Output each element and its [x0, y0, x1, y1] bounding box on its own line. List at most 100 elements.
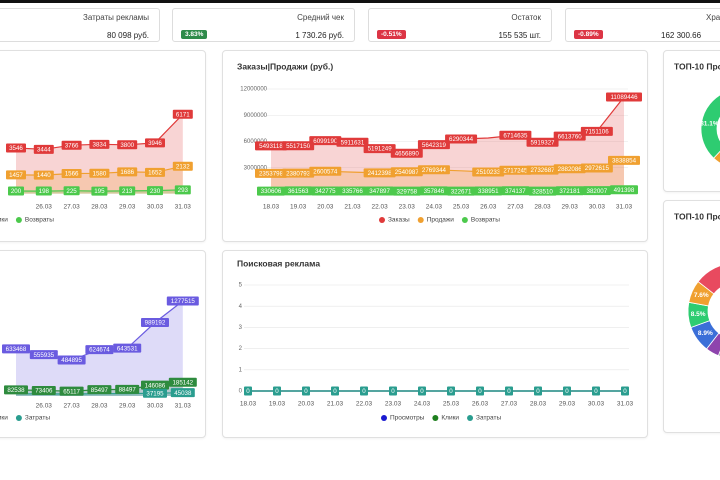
data-label-box: [284, 186, 313, 196]
data-label: 0: [391, 388, 395, 395]
data-label-box: [33, 144, 54, 154]
data-label: 37195: [146, 390, 164, 397]
chart: 26.03 27.03 28.03 29.03 30.03 31.03 3546 3444 37…: [0, 109, 193, 224]
data-label-box: [472, 167, 505, 177]
data-label-box: [61, 140, 82, 150]
data-label-box: [392, 186, 421, 196]
data-label: 1652: [148, 170, 162, 177]
data-label: 82538: [7, 387, 25, 394]
area: [271, 160, 624, 194]
data-label-box: [141, 380, 169, 390]
chart-title: Поисковая реклама: [237, 258, 320, 268]
area: [16, 166, 183, 194]
kpi-title: Затраты рекламы: [83, 13, 149, 22]
data-label: 491398: [614, 187, 635, 194]
data-label: 330606: [261, 188, 282, 195]
legend-label: Заказы: [388, 217, 410, 224]
data-label: 1457: [9, 172, 23, 179]
chart: Поисковая реклама 0 1 2 3 4 5 18.03 19.03 20.03 21…: [237, 258, 634, 421]
data-label: 0: [449, 388, 453, 395]
pie-slice: [697, 265, 720, 295]
data-label: 3444: [37, 146, 51, 153]
data-label: 3946: [148, 140, 162, 147]
top-bar: [0, 0, 720, 3]
chart-card: ТОП-10 Продаж 31.1%: [663, 50, 720, 192]
data-label: 73406: [35, 388, 53, 395]
data-label-box: [6, 170, 26, 180]
x-tick-label: 30.03: [589, 204, 606, 211]
pie-slice: [700, 94, 720, 159]
x-tick-label: 27.03: [507, 204, 524, 211]
data-label-box: [4, 385, 28, 395]
data-label-box: [141, 317, 169, 327]
data-label-box: [57, 355, 86, 365]
data-label-box: [338, 186, 367, 196]
data-label-box: [526, 165, 559, 175]
data-label: 0: [246, 388, 250, 395]
data-label: 4656890: [395, 150, 420, 157]
data-label-box: [417, 165, 450, 175]
data-label: 5911631: [341, 139, 365, 146]
data-label: 1686: [120, 169, 134, 176]
data-label-box: [147, 186, 163, 196]
data-label-box: [91, 186, 108, 196]
data-label-box: [447, 386, 455, 396]
y-tick-label: 3000000: [244, 165, 268, 171]
data-label-box: [174, 185, 191, 195]
x-tick-label: 26.03: [480, 204, 497, 211]
data-label-box: [445, 134, 478, 144]
data-label: 3766: [65, 142, 79, 149]
data-label-box: [172, 161, 193, 171]
data-label-box: [143, 388, 167, 398]
legend-label: Возвраты: [471, 217, 500, 224]
data-label: 0: [594, 388, 598, 395]
x-tick-label: 30.03: [147, 403, 164, 410]
data-label: 2600574: [313, 168, 338, 175]
data-label-box: [35, 186, 52, 196]
data-label-box: [282, 141, 315, 151]
data-label-box: [257, 186, 285, 196]
data-label: 5191249: [368, 146, 393, 153]
x-tick-label: 20.03: [317, 204, 334, 211]
data-label: 374137: [505, 188, 526, 195]
data-label: 484895: [61, 357, 82, 364]
chart-card: Заказы|Продажи (руб.)3000000600000090000…: [222, 50, 648, 242]
x-tick-label: 29.03: [562, 204, 579, 211]
data-label-box: [417, 140, 450, 150]
data-label-box: [580, 163, 613, 173]
data-label-box: [553, 164, 586, 174]
data-label: 0: [420, 388, 424, 395]
data-label-box: [168, 377, 197, 387]
chart: Заказы|Продажи (руб.)3000000600000090000…: [237, 61, 642, 224]
kpi-title: Остаток: [511, 13, 541, 22]
data-label: 230: [150, 188, 161, 195]
data-label: 0: [565, 388, 569, 395]
legend-swatch: [461, 217, 468, 223]
x-tick-label: 20.03: [298, 401, 315, 408]
data-label: 85497: [91, 387, 109, 394]
data-label: 6613760: [558, 133, 583, 140]
kpi-card: Средний чек 3.83% 1 730.26 руб.: [172, 8, 355, 42]
data-label: 225: [66, 188, 77, 195]
kpi-badge: -0.89%: [574, 30, 603, 39]
x-tick-label: 25.03: [453, 204, 470, 211]
chart: ТОП-10 Про 8.9% 8.5% 7.6%: [674, 211, 720, 357]
data-label-box: [302, 386, 310, 396]
data-label-box: [309, 166, 342, 176]
data-label-box: [418, 386, 426, 396]
data-label-box: [282, 168, 315, 178]
data-label: 0: [333, 388, 337, 395]
x-tick-label: 27.03: [63, 403, 80, 410]
data-label: 6171: [176, 111, 190, 118]
data-label-box: [553, 131, 586, 141]
x-tick-label: 28.03: [91, 204, 108, 211]
data-label: 2412398: [368, 170, 393, 177]
data-label-box: [145, 138, 165, 148]
data-label: 0: [478, 388, 482, 395]
data-label-box: [63, 186, 80, 196]
pie-slice: [713, 150, 720, 164]
slice-label: 8.9%: [698, 330, 713, 337]
x-tick-label: 27.03: [501, 401, 518, 408]
chart-card: 26.03 27.03 28.03 29.03 30.03 31.03 3546 3444 37…: [0, 50, 206, 242]
